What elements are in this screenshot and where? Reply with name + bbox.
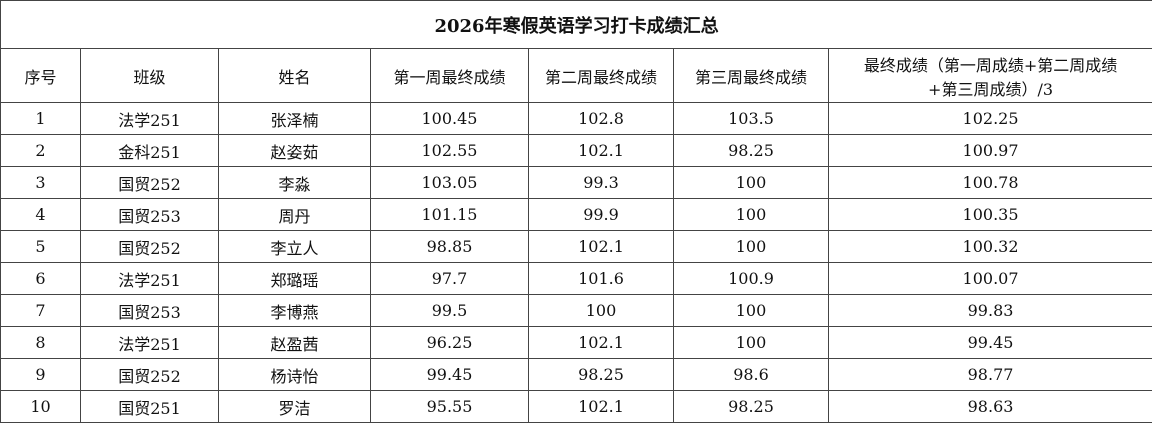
data-cell: 国贸253	[80, 294, 219, 327]
data-cell: 96.25	[370, 326, 529, 359]
data-cell: 5	[0, 230, 81, 263]
data-cell: 金科251	[80, 134, 219, 167]
data-row: 8 法学251 赵盈茜 96.25 102.1 100 99.45	[0, 326, 1152, 359]
data-cell: 100	[673, 166, 829, 199]
data-cell: 95.55	[370, 390, 529, 423]
data-cell: 郑璐瑶	[218, 262, 371, 295]
data-cell: 赵姿茹	[218, 134, 371, 167]
header-cell: 第三周最终成绩	[673, 48, 829, 103]
data-row: 4 国贸253 周丹 101.15 99.9 100 100.35	[0, 198, 1152, 231]
data-cell: 2	[0, 134, 81, 167]
data-cell: 100	[528, 294, 674, 327]
data-cell: 101.6	[528, 262, 674, 295]
data-cell: 99.45	[827, 326, 1152, 359]
table-head: 2026年寒假英语学习打卡成绩汇总 序号 班级 姓名 第一周最终成绩 第二周最终成绩 第三…	[0, 0, 1152, 103]
data-cell: 7	[0, 294, 81, 327]
data-cell: 8	[0, 326, 81, 359]
data-cell: 3	[0, 166, 81, 199]
data-cell: 102.55	[370, 134, 529, 167]
data-row: 10 国贸251 罗洁 95.55 102.1 98.25 98.63	[0, 390, 1152, 423]
data-cell: 99.3	[528, 166, 674, 199]
header-cell: 序号	[0, 48, 81, 103]
data-cell: 102.1	[528, 390, 674, 423]
score-table: 2026年寒假英语学习打卡成绩汇总 序号 班级 姓名 第一周最终成绩 第二周最终成绩 第三…	[0, 0, 1152, 423]
data-row: 3 国贸252 李淼 103.05 99.3 100 100.78	[0, 166, 1152, 199]
data-cell: 98.63	[827, 390, 1152, 423]
data-cell: 法学251	[80, 262, 219, 295]
data-cell: 国贸251	[80, 390, 219, 423]
data-cell: 101.15	[370, 198, 529, 231]
data-cell: 100.35	[827, 198, 1152, 231]
data-cell: 102.1	[528, 326, 674, 359]
data-cell: 国贸252	[80, 358, 219, 391]
data-cell: 杨诗怡	[218, 358, 371, 391]
data-cell: 98.25	[528, 358, 674, 391]
header-cell: 最终成绩（第一周成绩+第二周成绩 +第三周成绩）/3	[827, 48, 1152, 103]
data-row: 5 国贸252 李立人 98.85 102.1 100 100.32	[0, 230, 1152, 263]
data-cell: 100	[673, 294, 829, 327]
data-cell: 100.9	[673, 262, 829, 295]
data-cell: 10	[0, 390, 81, 423]
data-cell: 周丹	[218, 198, 371, 231]
header-line: +第三周成绩）/3	[928, 79, 1054, 99]
data-cell: 100.32	[827, 230, 1152, 263]
data-cell: 100	[673, 198, 829, 231]
data-cell: 100.45	[370, 102, 529, 135]
data-cell: 98.77	[827, 358, 1152, 391]
data-cell: 103.5	[673, 102, 829, 135]
data-cell: 9	[0, 358, 81, 391]
table-body: 1 法学251 张泽楠 100.45 102.8 103.5 102.25 2 金科251 赵姿茹…	[0, 102, 1152, 423]
data-cell: 102.8	[528, 102, 674, 135]
data-cell: 李立人	[218, 230, 371, 263]
data-cell: 100.97	[827, 134, 1152, 167]
data-cell: 103.05	[370, 166, 529, 199]
data-cell: 97.7	[370, 262, 529, 295]
data-cell: 国贸252	[80, 230, 219, 263]
data-cell: 李博燕	[218, 294, 371, 327]
header-cell: 第一周最终成绩	[370, 48, 529, 103]
data-cell: 李淼	[218, 166, 371, 199]
data-cell: 张泽楠	[218, 102, 371, 135]
header-line: 最终成绩（第一周成绩+第二周成绩	[863, 55, 1118, 75]
data-row: 9 国贸252 杨诗怡 99.45 98.25 98.6 98.77	[0, 358, 1152, 391]
data-cell: 98.25	[673, 134, 829, 167]
header-cell: 第二周最终成绩	[528, 48, 674, 103]
data-cell: 102.25	[827, 102, 1152, 135]
data-cell: 100.78	[827, 166, 1152, 199]
header-row: 序号 班级 姓名 第一周最终成绩 第二周最终成绩 第三周最终成绩 最终成绩（第一周成绩+第二…	[0, 48, 1152, 103]
data-cell: 法学251	[80, 102, 219, 135]
data-cell: 国贸252	[80, 166, 219, 199]
data-cell: 罗洁	[218, 390, 371, 423]
data-cell: 98.6	[673, 358, 829, 391]
data-cell: 98.25	[673, 390, 829, 423]
data-cell: 99.5	[370, 294, 529, 327]
data-cell: 赵盈茜	[218, 326, 371, 359]
data-cell: 4	[0, 198, 81, 231]
data-cell: 99.83	[827, 294, 1152, 327]
data-cell: 99.9	[528, 198, 674, 231]
data-row: 6 法学251 郑璐瑶 97.7 101.6 100.9 100.07	[0, 262, 1152, 295]
data-cell: 1	[0, 102, 81, 135]
data-cell: 99.45	[370, 358, 529, 391]
table-title: 2026年寒假英语学习打卡成绩汇总	[0, 0, 1152, 49]
header-cell: 姓名	[218, 48, 371, 103]
data-cell: 100.07	[827, 262, 1152, 295]
data-cell: 102.1	[528, 134, 674, 167]
data-cell: 法学251	[80, 326, 219, 359]
data-row: 1 法学251 张泽楠 100.45 102.8 103.5 102.25	[0, 102, 1152, 135]
data-cell: 6	[0, 262, 81, 295]
data-cell: 100	[673, 230, 829, 263]
data-cell: 100	[673, 326, 829, 359]
data-cell: 国贸253	[80, 198, 219, 231]
data-cell: 102.1	[528, 230, 674, 263]
header-cell: 班级	[80, 48, 219, 103]
data-cell: 98.85	[370, 230, 529, 263]
data-row: 2 金科251 赵姿茹 102.55 102.1 98.25 100.97	[0, 134, 1152, 167]
data-row: 7 国贸253 李博燕 99.5 100 100 99.83	[0, 294, 1152, 327]
